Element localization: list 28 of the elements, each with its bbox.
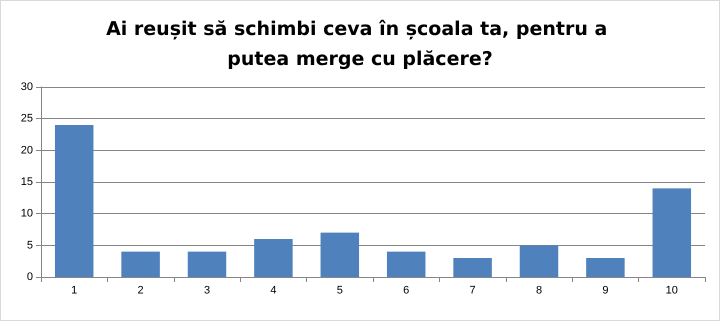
y-tick-label: 20 (20, 144, 33, 156)
y-tick-label: 0 (26, 271, 33, 283)
chart-title: Ai reușit să schimbi ceva în școala ta, pentru a putea merge cu plăcere? (106, 18, 614, 70)
bar (121, 252, 160, 277)
x-tick-label: 8 (536, 284, 542, 296)
x-tick-label: 10 (666, 284, 678, 296)
x-tick-label: 7 (470, 284, 476, 296)
x-tick-label: 6 (403, 284, 410, 296)
x-tick-label: 1 (71, 284, 78, 296)
bar (520, 245, 558, 277)
bar (586, 258, 625, 277)
x-tick-label: 5 (336, 284, 343, 296)
y-tick-label: 30 (20, 81, 33, 93)
bar (453, 258, 492, 277)
y-tick-label: 25 (20, 112, 33, 125)
x-tick-label: 3 (204, 284, 210, 296)
bar (188, 252, 226, 277)
bar (386, 252, 426, 277)
y-tick-label: 10 (20, 208, 33, 220)
bar (652, 188, 692, 277)
bar (254, 239, 293, 277)
y-tick-label: 5 (26, 239, 33, 252)
x-tick-label: 2 (138, 284, 144, 296)
bar (54, 125, 94, 277)
x-tick-label: 4 (270, 284, 276, 296)
y-tick-label: 15 (20, 176, 33, 188)
x-tick-label: 9 (602, 284, 608, 296)
bar (320, 232, 360, 277)
